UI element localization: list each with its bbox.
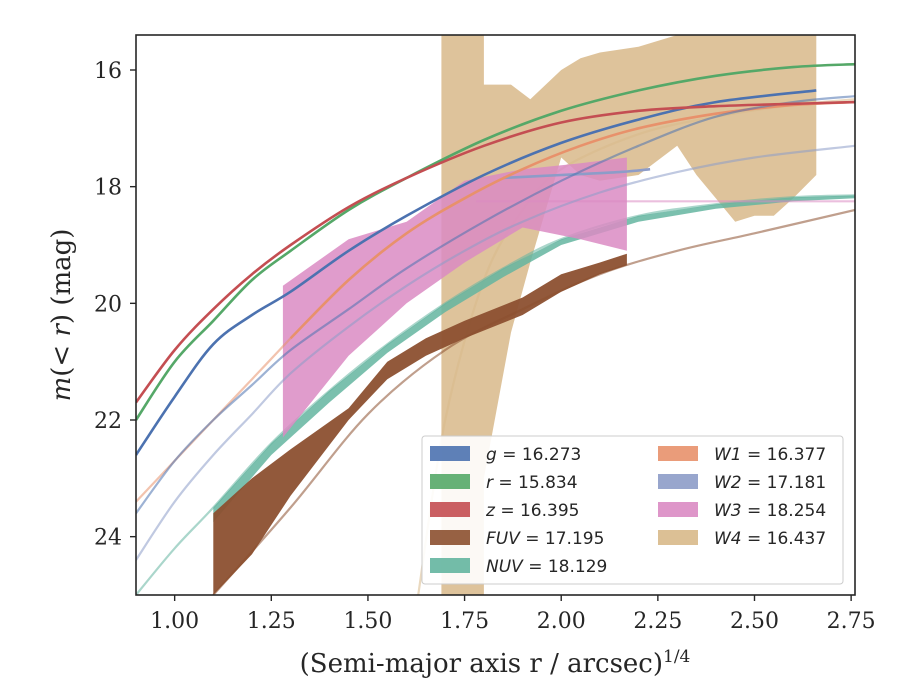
legend-label-nuv: NUV = 18.129 xyxy=(486,557,607,577)
x-tick-label: 1.00 xyxy=(150,609,199,634)
legend-frame xyxy=(421,435,844,585)
legend-label-w1: W1 = 16.377 xyxy=(714,445,826,465)
legend-entry-nuv: NUV = 18.129 xyxy=(430,557,607,577)
series-fuv-faint-curve xyxy=(212,208,855,595)
x-tick-label: 1.25 xyxy=(247,609,296,634)
x-axis-label: (Semi-major axis r / arcsec)1/4 xyxy=(300,647,691,679)
legend-entry-w4: W4 = 16.437 xyxy=(658,529,826,549)
y-tick-label: 22 xyxy=(94,409,122,434)
legend: g = 16.273 r = 15.834 z = 16.395 FUV = 17.1… xyxy=(421,435,844,585)
legend-label-w4: W4 = 16.437 xyxy=(714,529,826,549)
plot-frame xyxy=(135,34,856,596)
legend-swatch-w2 xyxy=(658,474,698,489)
legend-label-g: g = 16.273 xyxy=(486,445,581,465)
legend-entry-z: z = 16.395 xyxy=(430,501,579,521)
legend-label-w2: W2 = 17.181 xyxy=(714,473,826,493)
x-tick-label: 1.75 xyxy=(440,609,489,634)
legend-label-r: r = 15.834 xyxy=(486,473,578,493)
series-layer xyxy=(136,35,855,595)
y-tick-label: 16 xyxy=(94,59,122,84)
legend-label-z: z = 16.395 xyxy=(485,501,579,521)
legend-swatch-g xyxy=(430,446,470,461)
legend-swatch-nuv xyxy=(430,558,470,573)
series-g-curve xyxy=(136,89,817,456)
y-tick-label: 18 xyxy=(94,176,122,201)
y-tick-label: 20 xyxy=(94,292,122,317)
y-axis-ticks: 16 18 20 22 24 xyxy=(94,59,136,551)
legend-swatch-w3 xyxy=(658,502,698,517)
series-w2-faint-curve xyxy=(136,144,855,561)
legend-label-w3: W3 = 18.254 xyxy=(714,501,826,521)
series-w2-curve xyxy=(503,167,651,180)
x-tick-label: 1.50 xyxy=(343,609,392,634)
x-tick-label: 2.75 xyxy=(827,609,876,634)
legend-swatch-r xyxy=(430,474,470,489)
legend-entry-g: g = 16.273 xyxy=(430,445,581,465)
x-tick-label: 2.25 xyxy=(633,609,682,634)
legend-entry-w1: W1 = 16.377 xyxy=(658,445,826,465)
x-axis-ticks: 1.00 1.25 1.50 1.75 2.00 2.25 2.50 2.75 xyxy=(150,595,876,634)
legend-entry-r: r = 15.834 xyxy=(430,473,578,493)
legend-entry-fuv: FUV = 17.195 xyxy=(430,529,604,549)
legend-swatch-w4 xyxy=(658,530,698,545)
series-z-curve xyxy=(136,100,855,404)
y-tick-label: 24 xyxy=(94,526,122,551)
legend-swatch-w1 xyxy=(658,446,698,461)
legend-swatch-z xyxy=(430,502,470,517)
series-nuv-faint-curve xyxy=(136,194,855,595)
y-axis-label: m(< r) (mag) xyxy=(47,229,77,402)
legend-entry-w2: W2 = 17.181 xyxy=(658,473,826,493)
series-w3-band xyxy=(282,157,627,438)
series-g-faint-curve xyxy=(136,95,855,514)
x-tick-label: 2.00 xyxy=(537,609,586,634)
legend-entry-w3: W3 = 18.254 xyxy=(658,501,826,521)
legend-label-fuv: FUV = 17.195 xyxy=(486,529,604,549)
legend-swatch-fuv xyxy=(430,530,470,545)
x-tick-label: 2.50 xyxy=(730,609,779,634)
